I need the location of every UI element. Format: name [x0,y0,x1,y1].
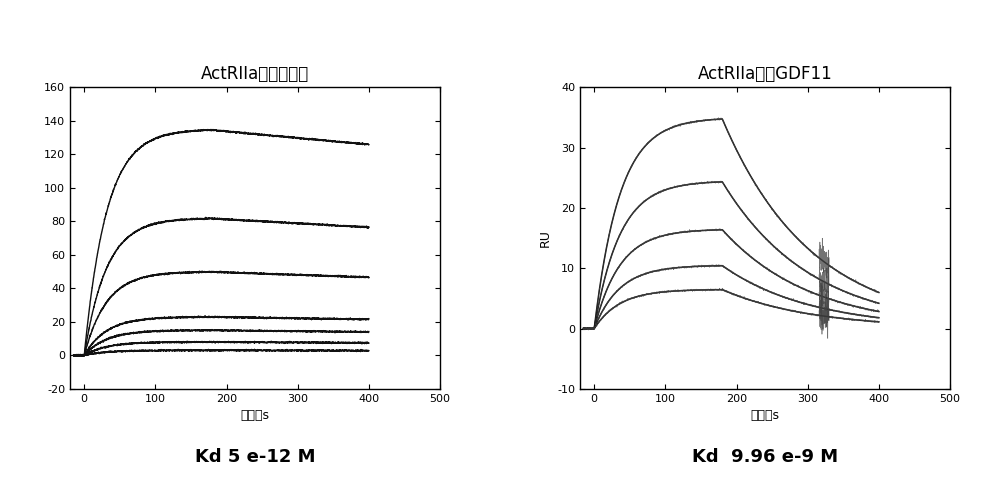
Title: ActRIIa结合GDF11: ActRIIa结合GDF11 [698,65,832,83]
Text: Kd  9.96 e-9 M: Kd 9.96 e-9 M [692,448,838,466]
X-axis label: 时间，s: 时间，s [750,409,780,422]
Y-axis label: RU: RU [539,229,552,247]
Text: Kd 5 e-12 M: Kd 5 e-12 M [195,448,315,466]
Title: ActRIIa结合活化素: ActRIIa结合活化素 [201,65,309,83]
X-axis label: 时间，s: 时间，s [240,409,270,422]
